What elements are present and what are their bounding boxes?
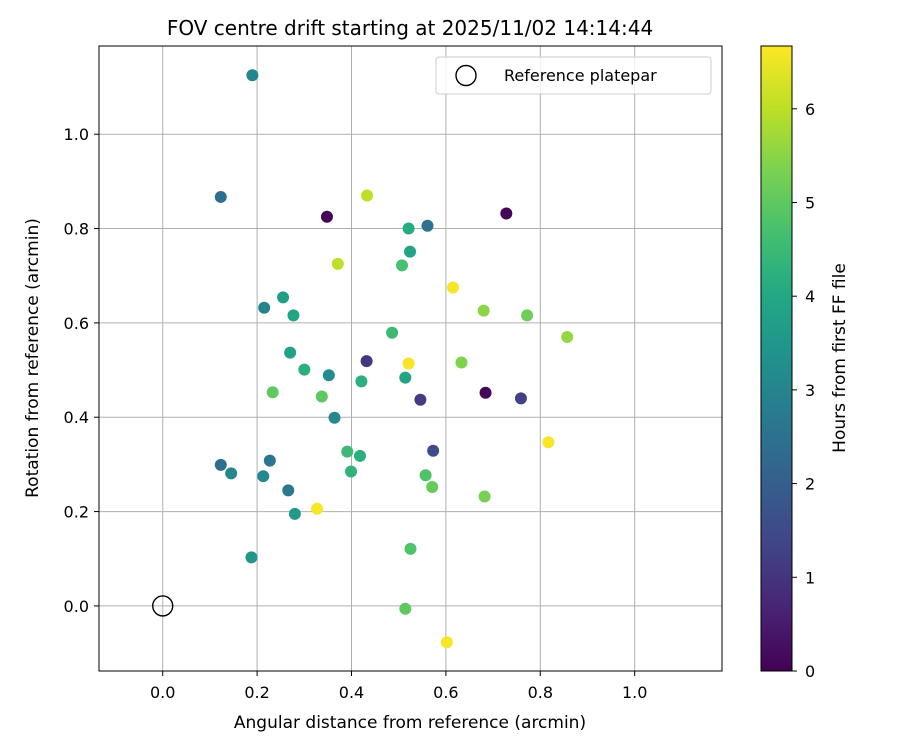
x-tick-label: 0.0 xyxy=(150,683,175,702)
y-tick-label: 0.2 xyxy=(64,503,89,522)
data-point xyxy=(353,449,366,462)
x-tick-label: 1.0 xyxy=(622,683,647,702)
data-point xyxy=(399,371,412,384)
data-point xyxy=(214,458,227,471)
data-point xyxy=(214,190,227,203)
x-tick-label: 0.4 xyxy=(339,683,364,702)
y-tick-label: 1.0 xyxy=(64,125,89,144)
x-tick-label: 0.2 xyxy=(244,683,269,702)
y-tick-label: 0.6 xyxy=(64,314,89,333)
colorbar-tick-label: 3 xyxy=(805,381,815,400)
data-point xyxy=(328,411,341,424)
data-point xyxy=(246,69,259,82)
colorbar: 0 1 2 3 4 5 6 Hours from first FF file xyxy=(760,45,850,681)
data-point xyxy=(266,386,279,399)
data-point xyxy=(421,219,434,232)
data-point xyxy=(282,484,295,497)
data-point xyxy=(322,369,335,382)
x-tick-label: 0.8 xyxy=(528,683,553,702)
data-point xyxy=(455,356,468,369)
plot-frame xyxy=(98,45,723,672)
data-point xyxy=(514,392,527,405)
data-point xyxy=(320,210,333,223)
data-point xyxy=(277,291,290,304)
data-point xyxy=(402,357,415,370)
reference-platepar-marker xyxy=(152,595,174,617)
data-point xyxy=(479,386,492,399)
data-point xyxy=(402,222,415,235)
data-point xyxy=(500,207,513,220)
data-point xyxy=(315,390,328,403)
data-point xyxy=(225,467,238,480)
data-point xyxy=(561,331,574,344)
y-axis-label: Rotation from reference (arcmin) xyxy=(23,218,43,498)
data-point xyxy=(360,355,373,368)
legend: Reference platepar xyxy=(435,56,712,95)
colorbar-tick-label: 5 xyxy=(805,193,815,212)
grid xyxy=(99,46,722,671)
data-point xyxy=(399,602,412,615)
data-point xyxy=(419,469,432,482)
data-point xyxy=(440,636,453,649)
data-point xyxy=(355,375,368,388)
colorbar-label: Hours from first FF file xyxy=(830,263,850,453)
colorbar-tick-label: 0 xyxy=(805,662,815,681)
legend-frame xyxy=(435,56,712,95)
x-axis-label: Angular distance from reference (arcmin) xyxy=(234,713,586,733)
data-point xyxy=(477,304,490,317)
data-point xyxy=(521,309,534,322)
legend-entry-label: Reference platepar xyxy=(504,66,657,85)
data-point xyxy=(341,445,354,458)
data-point xyxy=(414,393,427,406)
y-tick-label: 0.0 xyxy=(64,597,89,616)
colorbar-gradient xyxy=(760,45,793,672)
data-point xyxy=(331,257,344,270)
colorbar-ticks: 0 1 2 3 4 5 6 xyxy=(792,100,815,681)
data-point xyxy=(446,281,459,294)
x-tick-label: 0.6 xyxy=(433,683,458,702)
data-point xyxy=(404,245,417,258)
data-point xyxy=(245,551,258,564)
data-points xyxy=(152,69,574,649)
colorbar-tick-label: 4 xyxy=(805,287,815,306)
data-point xyxy=(257,470,270,483)
data-point xyxy=(427,444,440,457)
chart-title: FOV centre drift starting at 2025/11/02 … xyxy=(167,16,653,40)
data-point xyxy=(386,326,399,339)
data-point xyxy=(284,346,297,359)
y-axis-ticks: 0.0 0.2 0.4 0.6 0.8 1.0 xyxy=(64,125,99,616)
data-point xyxy=(287,309,300,322)
data-point xyxy=(396,259,409,272)
data-point xyxy=(345,465,358,478)
colorbar-tick-label: 1 xyxy=(805,568,815,587)
colorbar-tick-label: 2 xyxy=(805,475,815,494)
data-point xyxy=(404,542,417,555)
data-point xyxy=(298,363,311,376)
y-tick-label: 0.8 xyxy=(64,220,89,239)
x-axis-ticks: 0.0 0.2 0.4 0.6 0.8 1.0 xyxy=(150,671,647,702)
data-point xyxy=(361,189,374,202)
colorbar-tick-label: 6 xyxy=(805,100,815,119)
data-point xyxy=(542,436,555,449)
data-point xyxy=(263,454,276,467)
data-point xyxy=(288,507,301,520)
data-point xyxy=(478,490,491,503)
data-point xyxy=(311,502,324,515)
y-tick-label: 0.4 xyxy=(64,408,89,427)
legend-marker-icon xyxy=(455,64,477,87)
data-point xyxy=(426,481,439,494)
data-point xyxy=(258,301,271,314)
